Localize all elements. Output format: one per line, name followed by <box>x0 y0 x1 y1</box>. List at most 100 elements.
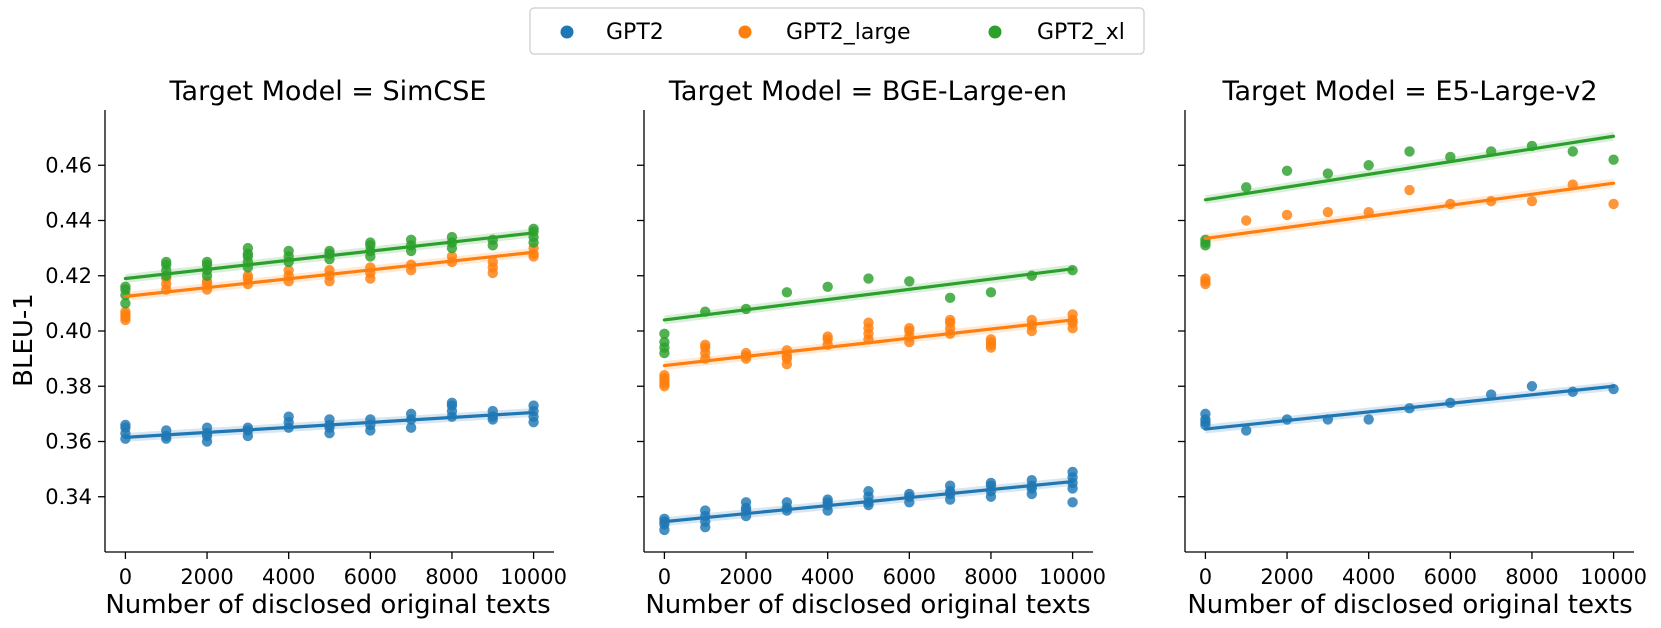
x-axis-title-bge-large-en: Number of disclosed original texts <box>645 590 1090 620</box>
point-gpt2 <box>161 425 172 436</box>
point-gpt2-large <box>283 265 294 276</box>
point-gpt2 <box>1526 381 1538 392</box>
x-tick-label: 6000 <box>883 565 936 589</box>
point-gpt2-xl <box>161 256 172 268</box>
point-gpt2-xl <box>781 287 793 298</box>
point-gpt2-large <box>1200 273 1211 284</box>
point-gpt2-large <box>1281 209 1293 221</box>
fit-line-gpt2-large <box>1203 181 1616 241</box>
point-gpt2 <box>781 497 793 508</box>
point-gpt2-xl <box>985 287 997 298</box>
legend-label-gpt2-large: GPT2_large <box>786 20 911 45</box>
x-tick-label: 6000 <box>344 565 397 589</box>
x-tick-label: 10000 <box>1039 565 1106 589</box>
point-gpt2-large <box>904 323 915 334</box>
point-gpt2-large <box>242 270 254 281</box>
x-tick-label: 8000 <box>1505 565 1558 589</box>
x-tick-label: 0 <box>658 565 671 589</box>
point-gpt2-xl <box>1404 146 1415 157</box>
legend: GPT2 GPT2_large GPT2_xl <box>529 7 1145 55</box>
point-gpt2-xl <box>242 242 254 254</box>
fit-line-gpt2-large <box>662 318 1075 368</box>
scatter-points <box>659 265 1078 536</box>
point-gpt2 <box>700 505 711 516</box>
point-gpt2 <box>1067 466 1078 478</box>
point-gpt2-xl <box>904 276 915 287</box>
point-gpt2-xl <box>659 336 670 348</box>
point-gpt2-large <box>944 314 956 326</box>
point-gpt2 <box>528 400 539 411</box>
y-tick-label: 0.46 <box>45 153 92 177</box>
point-gpt2-large <box>985 334 997 345</box>
confidence-bands <box>1205 131 1614 434</box>
point-gpt2-large <box>863 317 874 328</box>
legend-frame <box>529 7 1145 55</box>
fit-line-gpt2-xl <box>1203 134 1616 202</box>
point-gpt2 <box>1241 425 1252 436</box>
y-tick-label: 0.38 <box>45 374 92 398</box>
x-tick-label: 2000 <box>719 565 772 589</box>
ticks: 0 2000 4000 6000 8000 10000 <box>1178 164 1647 589</box>
point-gpt2-xl <box>1322 168 1334 179</box>
point-gpt2-xl <box>1241 182 1252 193</box>
fit-line-gpt2 <box>123 410 536 439</box>
point-gpt2-xl <box>1445 151 1456 163</box>
x-tick-label: 0 <box>1199 565 1212 589</box>
point-gpt2 <box>1067 497 1078 508</box>
x-tick-label: 8000 <box>425 565 478 589</box>
point-gpt2-large <box>1322 207 1334 218</box>
point-gpt2 <box>446 397 458 409</box>
x-tick-label: 10000 <box>500 565 567 589</box>
point-gpt2-large <box>487 256 498 268</box>
legend-marker-gpt2-large <box>738 25 752 39</box>
point-gpt2-xl <box>283 245 294 257</box>
x-tick-label: 4000 <box>801 565 854 589</box>
fit-line-gpt2-large <box>123 250 536 299</box>
fit-line-gpt2-xl <box>123 231 536 281</box>
legend-label-gpt2-xl: GPT2_xl <box>1037 20 1125 45</box>
point-gpt2-xl <box>863 273 874 284</box>
panel-e5-large-v2: Target Model = E5-Large-v2 0 2000 4000 6000… <box>1178 76 1647 620</box>
x-tick-label: 4000 <box>1342 565 1395 589</box>
point-gpt2 <box>120 419 131 431</box>
x-tick-label: 2000 <box>180 565 233 589</box>
point-gpt2-xl <box>365 237 376 248</box>
point-gpt2 <box>740 497 752 508</box>
legend-marker-gpt2 <box>560 25 574 39</box>
point-gpt2-large <box>446 251 458 262</box>
point-gpt2-xl <box>528 223 539 234</box>
x-axis-title-e5-large-v2: Number of disclosed original texts <box>1187 590 1632 620</box>
x-tick-label: 4000 <box>262 565 315 589</box>
point-gpt2-xl <box>1567 146 1578 157</box>
y-tick-label: 0.42 <box>45 264 92 288</box>
regression-lines <box>123 231 536 439</box>
point-gpt2-xl <box>201 256 213 268</box>
point-gpt2-large <box>1608 198 1619 210</box>
y-tick-label: 0.36 <box>45 430 92 454</box>
regression-lines <box>662 267 1075 524</box>
point-gpt2-large <box>1404 184 1415 196</box>
point-gpt2-xl <box>1363 160 1374 171</box>
point-gpt2-xl <box>822 281 833 292</box>
x-axis-title-simcse: Number of disclosed original texts <box>105 590 550 620</box>
point-gpt2-large <box>1526 195 1538 207</box>
fit-line-gpt2-xl <box>662 267 1075 322</box>
panel-title-bge-large-en: Target Model = BGE-Large-en <box>668 76 1067 107</box>
point-gpt2 <box>1026 474 1037 486</box>
point-gpt2 <box>324 414 335 425</box>
point-gpt2 <box>405 408 417 420</box>
panel-title-e5-large-v2: Target Model = E5-Large-v2 <box>1221 76 1597 107</box>
point-gpt2-xl <box>446 231 458 243</box>
point-gpt2 <box>283 411 294 422</box>
x-tick-label: 0 <box>119 565 132 589</box>
ticks: 0 2000 4000 6000 8000 10000 <box>637 164 1106 589</box>
panel-simcse: Target Model = SimCSE 0.340.360.380.400.… <box>45 76 567 620</box>
x-tick-label: 2000 <box>1260 565 1313 589</box>
y-tick-label: 0.40 <box>45 319 92 343</box>
point-gpt2-large <box>1067 309 1078 320</box>
point-gpt2 <box>944 480 956 491</box>
panel-bge-large-en: Target Model = BGE-Large-en 0 2000 4000 600… <box>637 76 1106 620</box>
point-gpt2-xl <box>405 234 417 246</box>
point-gpt2-xl <box>1281 165 1293 176</box>
regression-lines <box>1203 134 1616 431</box>
